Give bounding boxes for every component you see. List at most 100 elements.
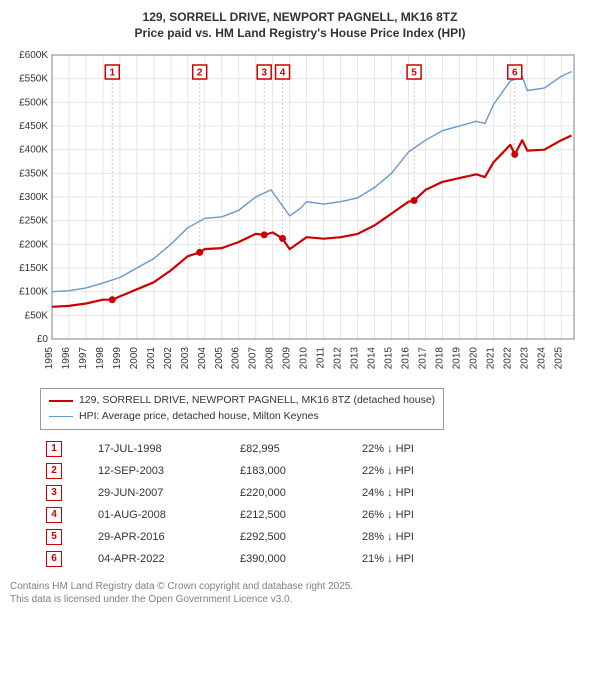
- x-tick-label: 2011: [316, 347, 327, 369]
- tx-price: £183,000: [234, 460, 356, 482]
- marker-dot: [261, 232, 268, 239]
- transaction-row: 1 17-JUL-1998£82,99522% ↓ HPI: [40, 438, 420, 460]
- marker-number: 5: [411, 68, 417, 79]
- y-tick-label: £150K: [19, 263, 48, 274]
- x-tick-label: 2010: [299, 347, 310, 370]
- tx-date: 01-AUG-2008: [92, 504, 234, 526]
- tx-marker: 5: [46, 529, 62, 545]
- tx-marker: 6: [46, 551, 62, 567]
- footer-line1: Contains HM Land Registry data © Crown c…: [10, 580, 590, 593]
- legend-label: HPI: Average price, detached house, Milt…: [79, 409, 319, 425]
- x-tick-label: 2024: [536, 347, 547, 370]
- y-tick-label: £250K: [19, 216, 48, 227]
- x-tick-label: 1997: [78, 347, 89, 370]
- x-tick-label: 2000: [129, 347, 140, 370]
- y-tick-label: £100K: [19, 287, 48, 298]
- tx-date: 04-APR-2022: [92, 548, 234, 570]
- y-tick-label: £400K: [19, 145, 48, 156]
- x-tick-label: 2019: [451, 347, 462, 370]
- y-tick-label: £0: [37, 334, 49, 345]
- y-tick-label: £50K: [25, 311, 49, 322]
- tx-date: 12-SEP-2003: [92, 460, 234, 482]
- tx-price: £82,995: [234, 438, 356, 460]
- legend-item: HPI: Average price, detached house, Milt…: [49, 409, 435, 425]
- tx-date: 29-JUN-2007: [92, 482, 234, 504]
- x-tick-label: 1999: [112, 347, 123, 370]
- marker-number: 1: [109, 68, 115, 79]
- transactions-table: 1 17-JUL-1998£82,99522% ↓ HPI 2 12-SEP-2003…: [40, 438, 420, 570]
- tx-delta: 22% ↓ HPI: [356, 438, 420, 460]
- tx-delta: 22% ↓ HPI: [356, 460, 420, 482]
- footer-attribution: Contains HM Land Registry data © Crown c…: [10, 580, 590, 606]
- y-tick-label: £600K: [19, 50, 48, 61]
- y-tick-label: £550K: [19, 74, 48, 85]
- x-tick-label: 2002: [163, 347, 174, 370]
- x-tick-label: 2006: [231, 347, 242, 370]
- x-tick-label: 2017: [417, 347, 428, 370]
- transaction-row: 2 12-SEP-2003£183,00022% ↓ HPI: [40, 460, 420, 482]
- footer-line2: This data is licensed under the Open Gov…: [10, 593, 590, 606]
- tx-marker: 4: [46, 507, 62, 523]
- tx-date: 17-JUL-1998: [92, 438, 234, 460]
- y-tick-label: £350K: [19, 169, 48, 180]
- tx-marker: 2: [46, 463, 62, 479]
- tx-marker: 1: [46, 441, 62, 457]
- x-tick-label: 2022: [502, 347, 513, 370]
- x-tick-label: 1995: [44, 347, 55, 370]
- price-chart: £0 £50K £100K £150K £200K £250K £300K £350K £400…: [10, 47, 580, 377]
- x-tick-label: 2025: [553, 347, 564, 370]
- transaction-row: 6 04-APR-2022£390,00021% ↓ HPI: [40, 548, 420, 570]
- marker-dot: [196, 249, 203, 256]
- x-tick-label: 2014: [367, 347, 378, 370]
- tx-price: £390,000: [234, 548, 356, 570]
- chart-title: 129, SORRELL DRIVE, NEWPORT PAGNELL, MK1…: [10, 10, 590, 41]
- legend-swatch: [49, 416, 73, 417]
- x-tick-label: 2012: [333, 347, 344, 370]
- title-line2: Price paid vs. HM Land Registry's House …: [10, 26, 590, 42]
- marker-dot: [511, 151, 518, 158]
- legend: 129, SORRELL DRIVE, NEWPORT PAGNELL, MK1…: [40, 388, 444, 430]
- x-tick-label: 2007: [248, 347, 259, 370]
- tx-delta: 28% ↓ HPI: [356, 526, 420, 548]
- x-tick-label: 2004: [197, 347, 208, 370]
- marker-number: 4: [280, 68, 286, 79]
- marker-number: 6: [512, 68, 518, 79]
- tx-delta: 21% ↓ HPI: [356, 548, 420, 570]
- tx-delta: 26% ↓ HPI: [356, 504, 420, 526]
- x-tick-label: 2008: [265, 347, 276, 370]
- legend-swatch: [49, 400, 73, 402]
- x-tick-label: 2005: [214, 347, 225, 370]
- marker-dot: [411, 197, 418, 204]
- y-tick-label: £500K: [19, 98, 48, 109]
- x-tick-label: 2003: [180, 347, 191, 370]
- marker-number: 3: [261, 68, 267, 79]
- transaction-row: 5 29-APR-2016£292,50028% ↓ HPI: [40, 526, 420, 548]
- transaction-row: 3 29-JUN-2007£220,00024% ↓ HPI: [40, 482, 420, 504]
- x-tick-label: 2023: [519, 347, 530, 370]
- x-tick-label: 1998: [95, 347, 106, 370]
- y-tick-label: £300K: [19, 192, 48, 203]
- tx-marker: 3: [46, 485, 62, 501]
- y-tick-label: £450K: [19, 121, 48, 132]
- marker-dot: [109, 296, 116, 303]
- x-tick-label: 2015: [384, 347, 395, 370]
- x-tick-label: 1996: [61, 347, 72, 370]
- marker-dot: [279, 235, 286, 242]
- tx-delta: 24% ↓ HPI: [356, 482, 420, 504]
- tx-date: 29-APR-2016: [92, 526, 234, 548]
- x-tick-label: 2001: [146, 347, 157, 370]
- x-tick-label: 2016: [400, 347, 411, 370]
- y-tick-label: £200K: [19, 240, 48, 251]
- x-tick-label: 2021: [485, 347, 496, 370]
- legend-item: 129, SORRELL DRIVE, NEWPORT PAGNELL, MK1…: [49, 393, 435, 409]
- x-tick-label: 2009: [282, 347, 293, 370]
- tx-price: £292,500: [234, 526, 356, 548]
- x-tick-label: 2020: [468, 347, 479, 370]
- legend-label: 129, SORRELL DRIVE, NEWPORT PAGNELL, MK1…: [79, 393, 435, 409]
- tx-price: £212,500: [234, 504, 356, 526]
- chart-container: £0 £50K £100K £150K £200K £250K £300K £350K £400…: [10, 47, 590, 380]
- transaction-row: 4 01-AUG-2008£212,50026% ↓ HPI: [40, 504, 420, 526]
- x-tick-label: 2013: [350, 347, 361, 370]
- x-tick-label: 2018: [434, 347, 445, 370]
- tx-price: £220,000: [234, 482, 356, 504]
